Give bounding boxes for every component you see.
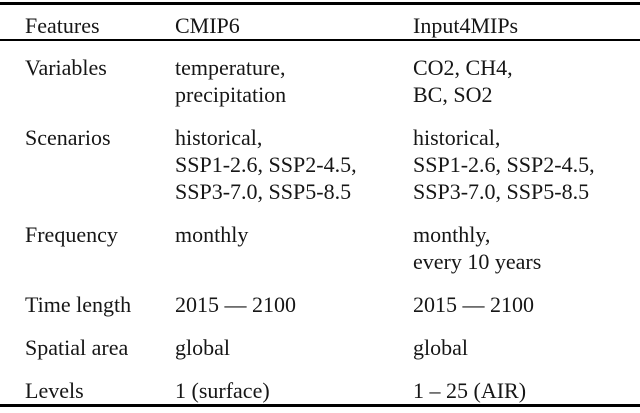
table-top-rule <box>0 2 640 5</box>
input4mips-value: historical, SSP1-2.6, SSP2-4.5, SSP3-7.0… <box>413 125 595 204</box>
column-header-input4mips: Input4MIPs <box>413 13 519 38</box>
row-label: Spatial area <box>25 335 129 360</box>
row-label: Scenarios <box>25 125 111 150</box>
column-header-features: Features <box>25 13 100 38</box>
table-header-rule <box>0 39 640 41</box>
table-row-spatial-area: Spatial area global global <box>0 334 640 361</box>
input4mips-value: global <box>413 335 468 360</box>
table-row-time-length: Time length 2015 — 2100 2015 — 2100 <box>0 291 640 318</box>
row-label: Levels <box>25 378 84 403</box>
column-header-cmip6: CMIP6 <box>175 13 240 38</box>
input4mips-value: 2015 — 2100 <box>413 292 534 317</box>
cmip6-value: 1 (surface) <box>175 378 270 403</box>
table-header-row: Features CMIP6 Input4MIPs <box>0 5 640 39</box>
cmip6-value: temperature, precipitation <box>175 55 287 107</box>
input4mips-value: CO2, CH4, BC, SO2 <box>413 55 513 107</box>
table-row-levels: Levels 1 (surface) 1 – 25 (AIR) <box>0 377 640 404</box>
table-row-frequency: Frequency monthly monthly, every 10 year… <box>0 221 640 275</box>
cmip6-value: historical, SSP1-2.6, SSP2-4.5, SSP3-7.0… <box>175 125 357 204</box>
cmip6-value: 2015 — 2100 <box>175 292 296 317</box>
table-row-scenarios: Scenarios historical, SSP1-2.6, SSP2-4.5… <box>0 124 640 205</box>
table-row-variables: Variables temperature, precipitation CO2… <box>0 54 640 108</box>
table-body: Variables temperature, precipitation CO2… <box>0 41 640 404</box>
row-label: Frequency <box>25 222 118 247</box>
row-label: Time length <box>25 292 132 317</box>
cmip6-value: global <box>175 335 230 360</box>
input4mips-value: 1 – 25 (AIR) <box>413 378 527 403</box>
table-bottom-rule <box>0 404 640 407</box>
row-label: Variables <box>25 55 107 80</box>
input4mips-value: monthly, every 10 years <box>413 222 542 274</box>
cmip6-value: monthly <box>175 222 249 247</box>
